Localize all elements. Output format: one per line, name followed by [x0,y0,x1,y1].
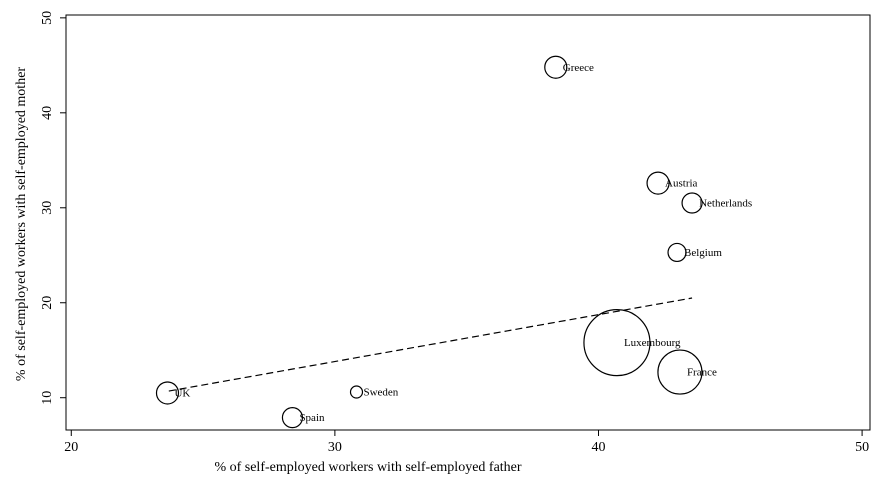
point-label: Belgium [684,247,722,259]
x-tick-label: 40 [591,440,605,455]
y-tick-label: 30 [40,201,55,215]
bubble [583,309,651,377]
point-label: Netherlands [699,198,752,210]
bubble [667,242,687,263]
point-label: UK [174,387,190,399]
point-label: Luxembourg [624,337,681,349]
y-tick-label: 50 [40,11,55,25]
point-label: Greece [563,62,594,74]
point-label: Austria [665,178,698,190]
bubble [349,385,364,399]
y-tick-label: 40 [40,106,55,120]
x-tick-label: 50 [855,440,869,455]
bubble [544,55,568,79]
y-tick-label: 10 [40,391,55,405]
plot-frame [65,14,871,431]
point-label: France [687,367,717,379]
bubble [281,407,304,429]
x-axis-label: % of self-employed workers with self-emp… [214,460,521,475]
bubble [646,171,670,195]
y-axis-label: % of self-employed workers with self-emp… [14,67,29,381]
x-tick-label: 30 [328,440,342,455]
bubble [657,349,703,395]
bubble [681,192,703,214]
x-tick-label: 20 [64,440,78,455]
y-tick-label: 20 [40,296,55,310]
point-label: Sweden [363,387,398,399]
point-label: Spain [299,412,325,424]
fit-line [168,297,693,392]
bubble [155,381,180,405]
